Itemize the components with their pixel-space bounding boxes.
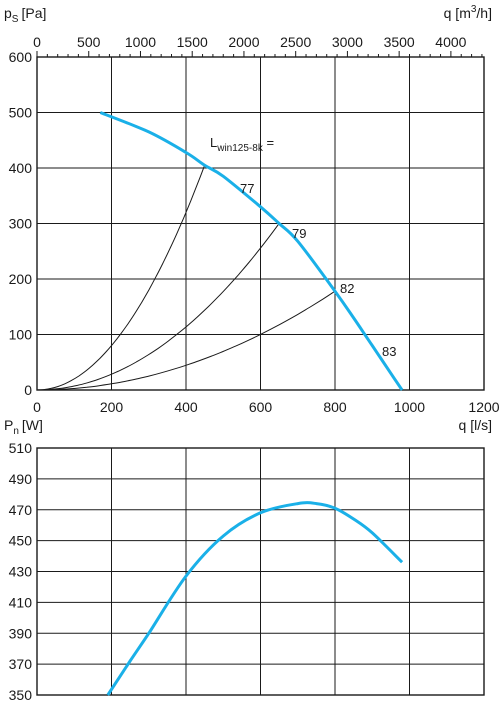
pressure-y-axis-title: pS [Pa] [4,5,46,25]
pressure-y-tick-labels: 0 100 200 300 400 500 600 [9,49,33,398]
top-tick-label-2: 1000 [125,34,156,50]
top-tick-label-0: 0 [33,34,41,50]
power-y-axis-title: Pn [W] [4,417,43,437]
curve-label-77: 77 [240,181,254,196]
power-grid [36,447,485,696]
pressure-tick-label-5: 500 [9,105,33,121]
pressure-panel: 0 200 400 600 800 1000 1200 0 100 200 300 400 500 60… [4,4,500,415]
power-x-axis-title: q [l/s] [459,417,492,433]
pressure-plot-frame [36,56,485,391]
pressure-tick-label-3: 300 [9,216,33,232]
curve-label-83: 83 [382,344,396,359]
power-tick-label-7: 490 [9,471,33,487]
legend-label: Lwin125-8k = [210,135,274,154]
x-tick-label-6: 1200 [468,399,499,415]
power-tick-label-3: 410 [9,594,33,610]
curve-label-82: 82 [340,281,354,296]
pressure-grid [36,56,485,391]
pressure-tick-label-4: 400 [9,160,33,176]
system-curve-79 [36,223,280,391]
system-curve-77 [36,165,206,391]
power-y-tick-labels: 350 370 390 410 430 450 470 490 510 [9,440,33,703]
fan-curve [99,111,404,391]
power-tick-label-6: 470 [9,502,33,518]
top-x-tick-marks [36,51,483,57]
top-tick-label-3: 1500 [177,34,208,50]
top-tick-label-4: 2000 [228,34,259,50]
power-tick-label-4: 430 [9,564,33,580]
curve-label-79: 79 [292,226,306,241]
power-tick-label-1: 370 [9,656,33,672]
power-tick-label-8: 510 [9,440,33,456]
system-curve-82 [36,290,336,391]
top-x-tick-labels: 0 500 1000 1500 2000 2500 3000 3500 4000 [33,34,467,50]
power-tick-label-2: 390 [9,625,33,641]
pressure-tick-label-6: 600 [9,49,33,65]
x-tick-label-4: 800 [323,399,347,415]
pressure-tick-label-2: 200 [9,271,33,287]
power-plot-frame [36,447,485,696]
power-tick-label-5: 450 [9,533,33,549]
system-curves [36,165,336,391]
pressure-tick-label-1: 100 [9,327,33,343]
top-x-axis-title: q [m3/h] [444,4,492,21]
x-tick-label-2: 400 [174,399,198,415]
top-tick-label-8: 4000 [435,34,466,50]
x-tick-label-1: 200 [100,399,124,415]
x-tick-label-5: 1000 [394,399,425,415]
x-tick-label-3: 600 [249,399,273,415]
power-panel: 350 370 390 410 430 450 470 490 510 Pn [W] q [l/s… [4,417,492,703]
bottom-x-tick-labels: 0 200 400 600 800 1000 1200 [33,399,500,415]
top-tick-label-1: 500 [77,34,101,50]
power-tick-label-0: 350 [9,687,33,703]
power-curve [106,501,404,696]
top-tick-label-7: 3500 [384,34,415,50]
top-tick-label-6: 3000 [332,34,363,50]
x-tick-label-0: 0 [33,399,41,415]
pressure-tick-label-0: 0 [24,382,32,398]
top-tick-label-5: 2500 [280,34,311,50]
